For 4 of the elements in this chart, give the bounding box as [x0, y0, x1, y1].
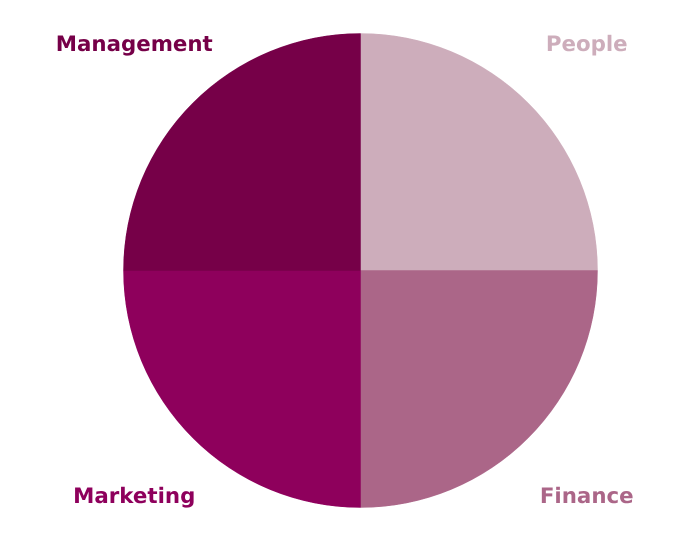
slice-label: People [546, 32, 628, 57]
slice-label: Marketing [73, 484, 196, 510]
slice-label: Finance [540, 484, 634, 510]
slice-label: Management [56, 32, 213, 57]
